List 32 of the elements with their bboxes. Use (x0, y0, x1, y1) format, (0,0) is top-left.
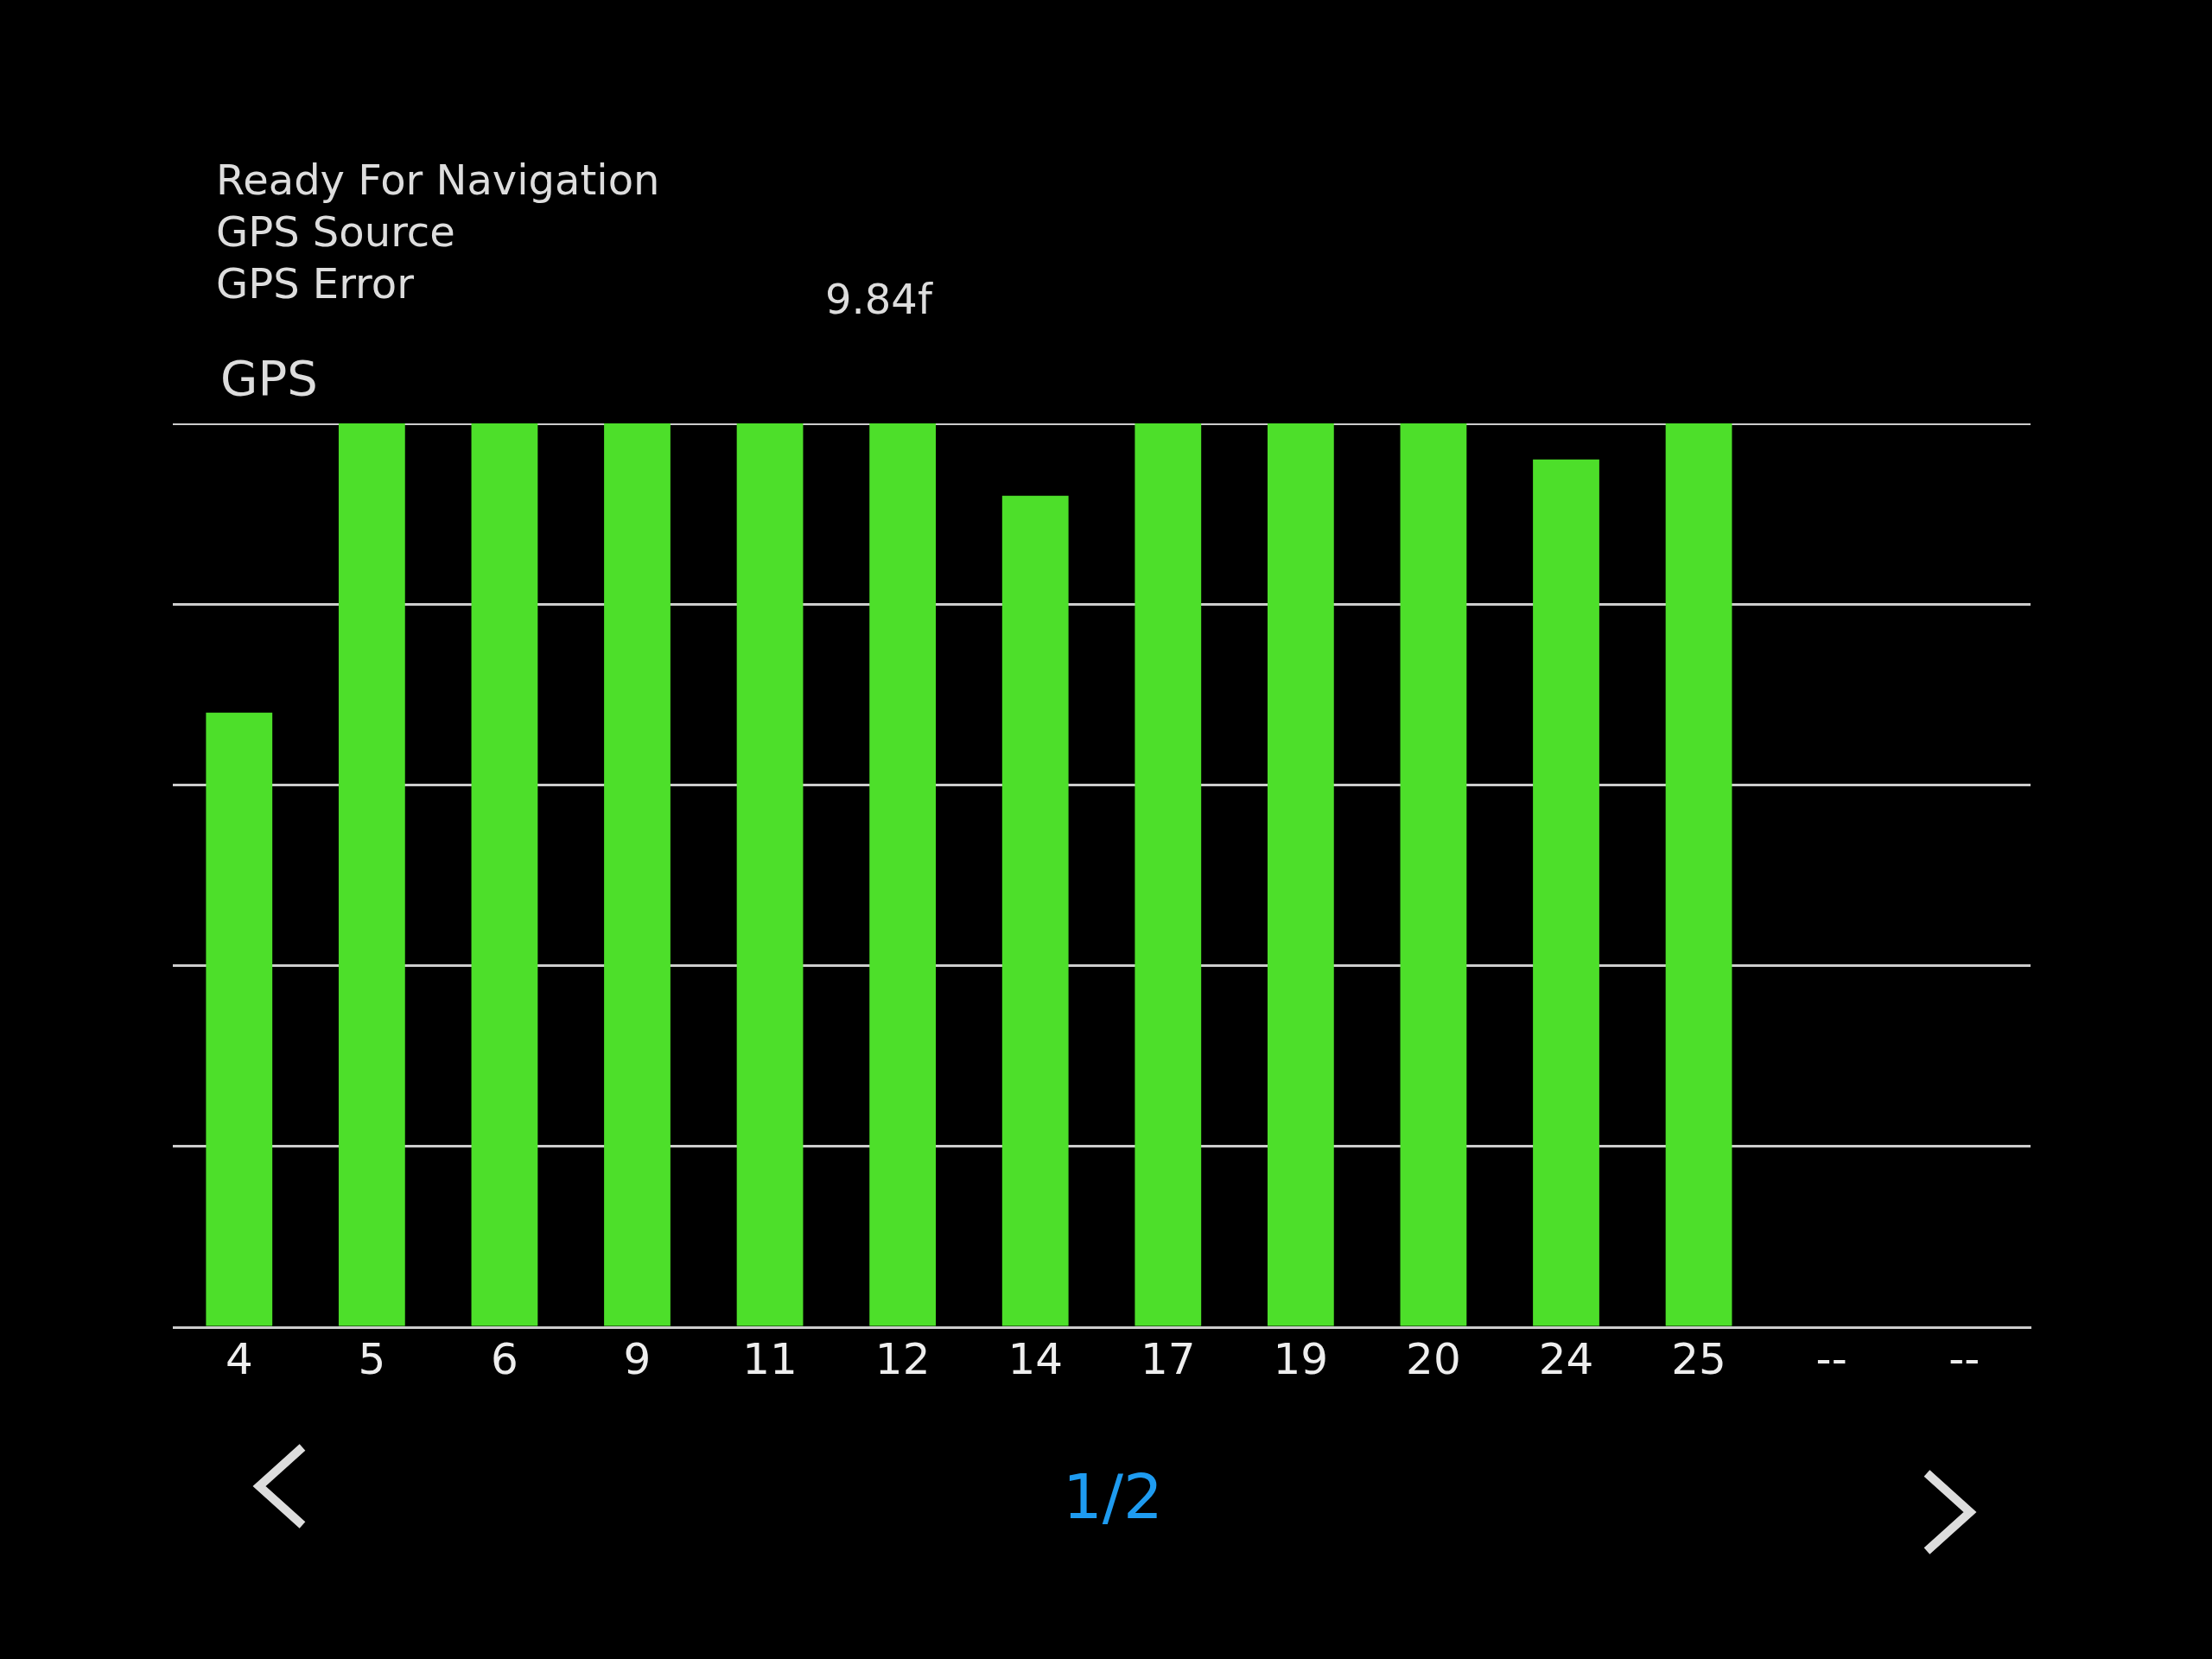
x-tick-label: 11 (742, 1333, 798, 1384)
text: GPS Error (216, 259, 414, 308)
bar (1001, 495, 1069, 1326)
x-tick-label: 17 (1140, 1333, 1196, 1384)
x-tick-label: 14 (1007, 1333, 1064, 1384)
bar (1533, 459, 1599, 1326)
x-tick-label: 24 (1538, 1333, 1594, 1384)
text: 1/2 (1063, 1460, 1163, 1533)
bar (1267, 423, 1334, 1326)
bar (471, 423, 538, 1326)
bar (736, 423, 804, 1326)
bar (1400, 423, 1467, 1326)
x-tick-label: 25 (1671, 1333, 1726, 1384)
x-tick-label: 20 (1406, 1333, 1461, 1384)
x-tick-label: 9 (623, 1333, 652, 1384)
x-tick-label: 19 (1273, 1333, 1329, 1384)
x-tick-label: 12 (874, 1333, 931, 1384)
x-tick-label: -- (1948, 1333, 1980, 1384)
bar (338, 423, 405, 1326)
bar (1135, 423, 1202, 1326)
chart-title: GPS (220, 350, 318, 406)
x-tick-label: 6 (491, 1333, 518, 1384)
text: 9.84f (825, 275, 932, 323)
x-tick-label: -- (1815, 1333, 1847, 1384)
bar (206, 712, 273, 1326)
bar (869, 423, 937, 1326)
text: Ready For Navigation (216, 156, 660, 204)
text: GPS Source (216, 207, 455, 256)
x-tick-label: 4 (225, 1333, 253, 1384)
x-tick-label: 5 (358, 1333, 386, 1384)
bar (1665, 423, 1732, 1326)
bar (604, 423, 671, 1326)
